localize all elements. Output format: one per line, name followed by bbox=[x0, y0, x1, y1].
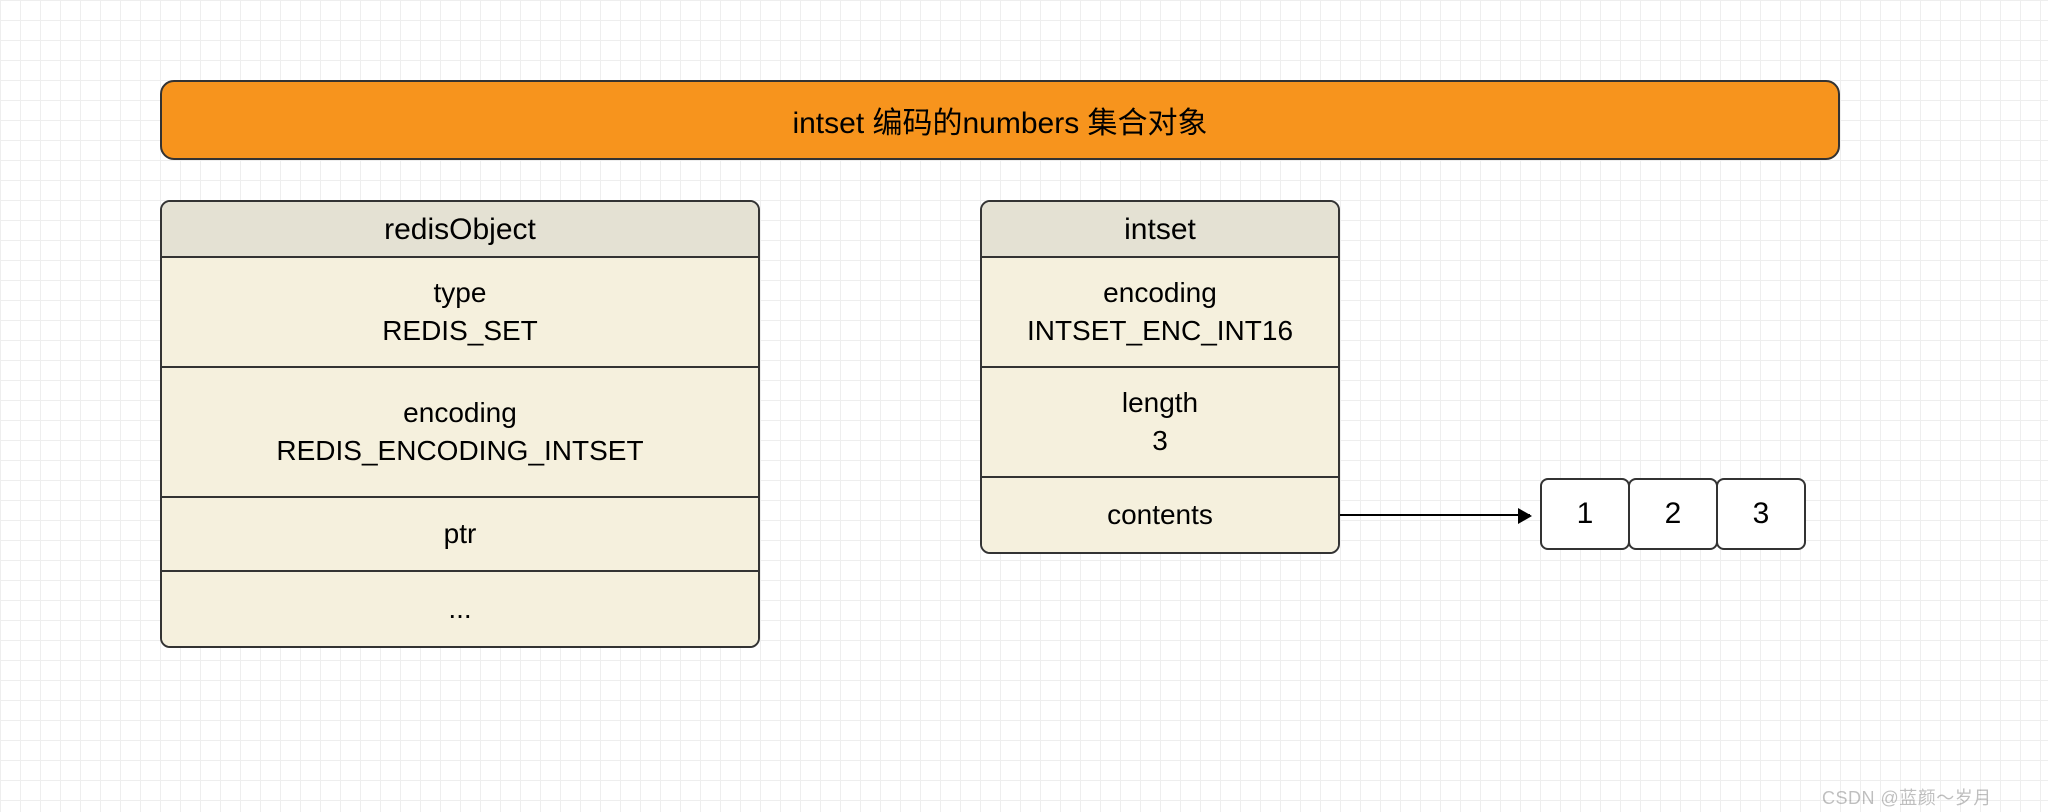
redisObject-cell-0-line1: type bbox=[434, 274, 487, 312]
redis-object-struct: redisObject typeREDIS_SETencodingREDIS_E… bbox=[160, 200, 760, 648]
redisObject-cell-0: typeREDIS_SET bbox=[162, 258, 758, 368]
title-banner: intset 编码的numbers 集合对象 bbox=[160, 80, 1840, 160]
redisObject-cell-3-line1: ... bbox=[448, 590, 471, 628]
intset-cell-2-line1: contents bbox=[1107, 496, 1213, 534]
redis-object-header-text: redisObject bbox=[384, 213, 536, 246]
intset-cell-0-line2: INTSET_ENC_INT16 bbox=[1027, 312, 1293, 350]
contents-array: 123 bbox=[1540, 478, 1806, 550]
contents-array-item-0: 1 bbox=[1540, 478, 1630, 550]
contents-array-item-2: 3 bbox=[1716, 478, 1806, 550]
redisObject-cell-1-line2: REDIS_ENCODING_INTSET bbox=[276, 432, 643, 470]
contents-array-item-1: 2 bbox=[1628, 478, 1718, 550]
watermark: CSDN @蓝颜～岁月 bbox=[1822, 784, 1992, 810]
title-text: intset 编码的numbers 集合对象 bbox=[792, 98, 1207, 142]
intset-cell-1-line2: 3 bbox=[1152, 422, 1168, 460]
intset-cell-0: encodingINTSET_ENC_INT16 bbox=[982, 258, 1338, 368]
redis-object-header: redisObject bbox=[162, 202, 758, 258]
intset-cell-2: contents bbox=[982, 478, 1338, 552]
intset-header: intset bbox=[982, 202, 1338, 258]
contents-arrow bbox=[1340, 514, 1530, 516]
redisObject-cell-1-line1: encoding bbox=[403, 394, 517, 432]
intset-cell-1-line1: length bbox=[1122, 384, 1198, 422]
intset-cell-1: length3 bbox=[982, 368, 1338, 478]
intset-struct: intset encodingINTSET_ENC_INT16length3co… bbox=[980, 200, 1340, 554]
intset-header-text: intset bbox=[1124, 213, 1196, 246]
redisObject-cell-1: encodingREDIS_ENCODING_INTSET bbox=[162, 368, 758, 498]
redisObject-cell-2: ptr bbox=[162, 498, 758, 572]
redisObject-cell-2-line1: ptr bbox=[444, 515, 477, 553]
intset-cell-0-line1: encoding bbox=[1103, 274, 1217, 312]
redisObject-cell-3: ... bbox=[162, 572, 758, 646]
redisObject-cell-0-line2: REDIS_SET bbox=[382, 312, 538, 350]
